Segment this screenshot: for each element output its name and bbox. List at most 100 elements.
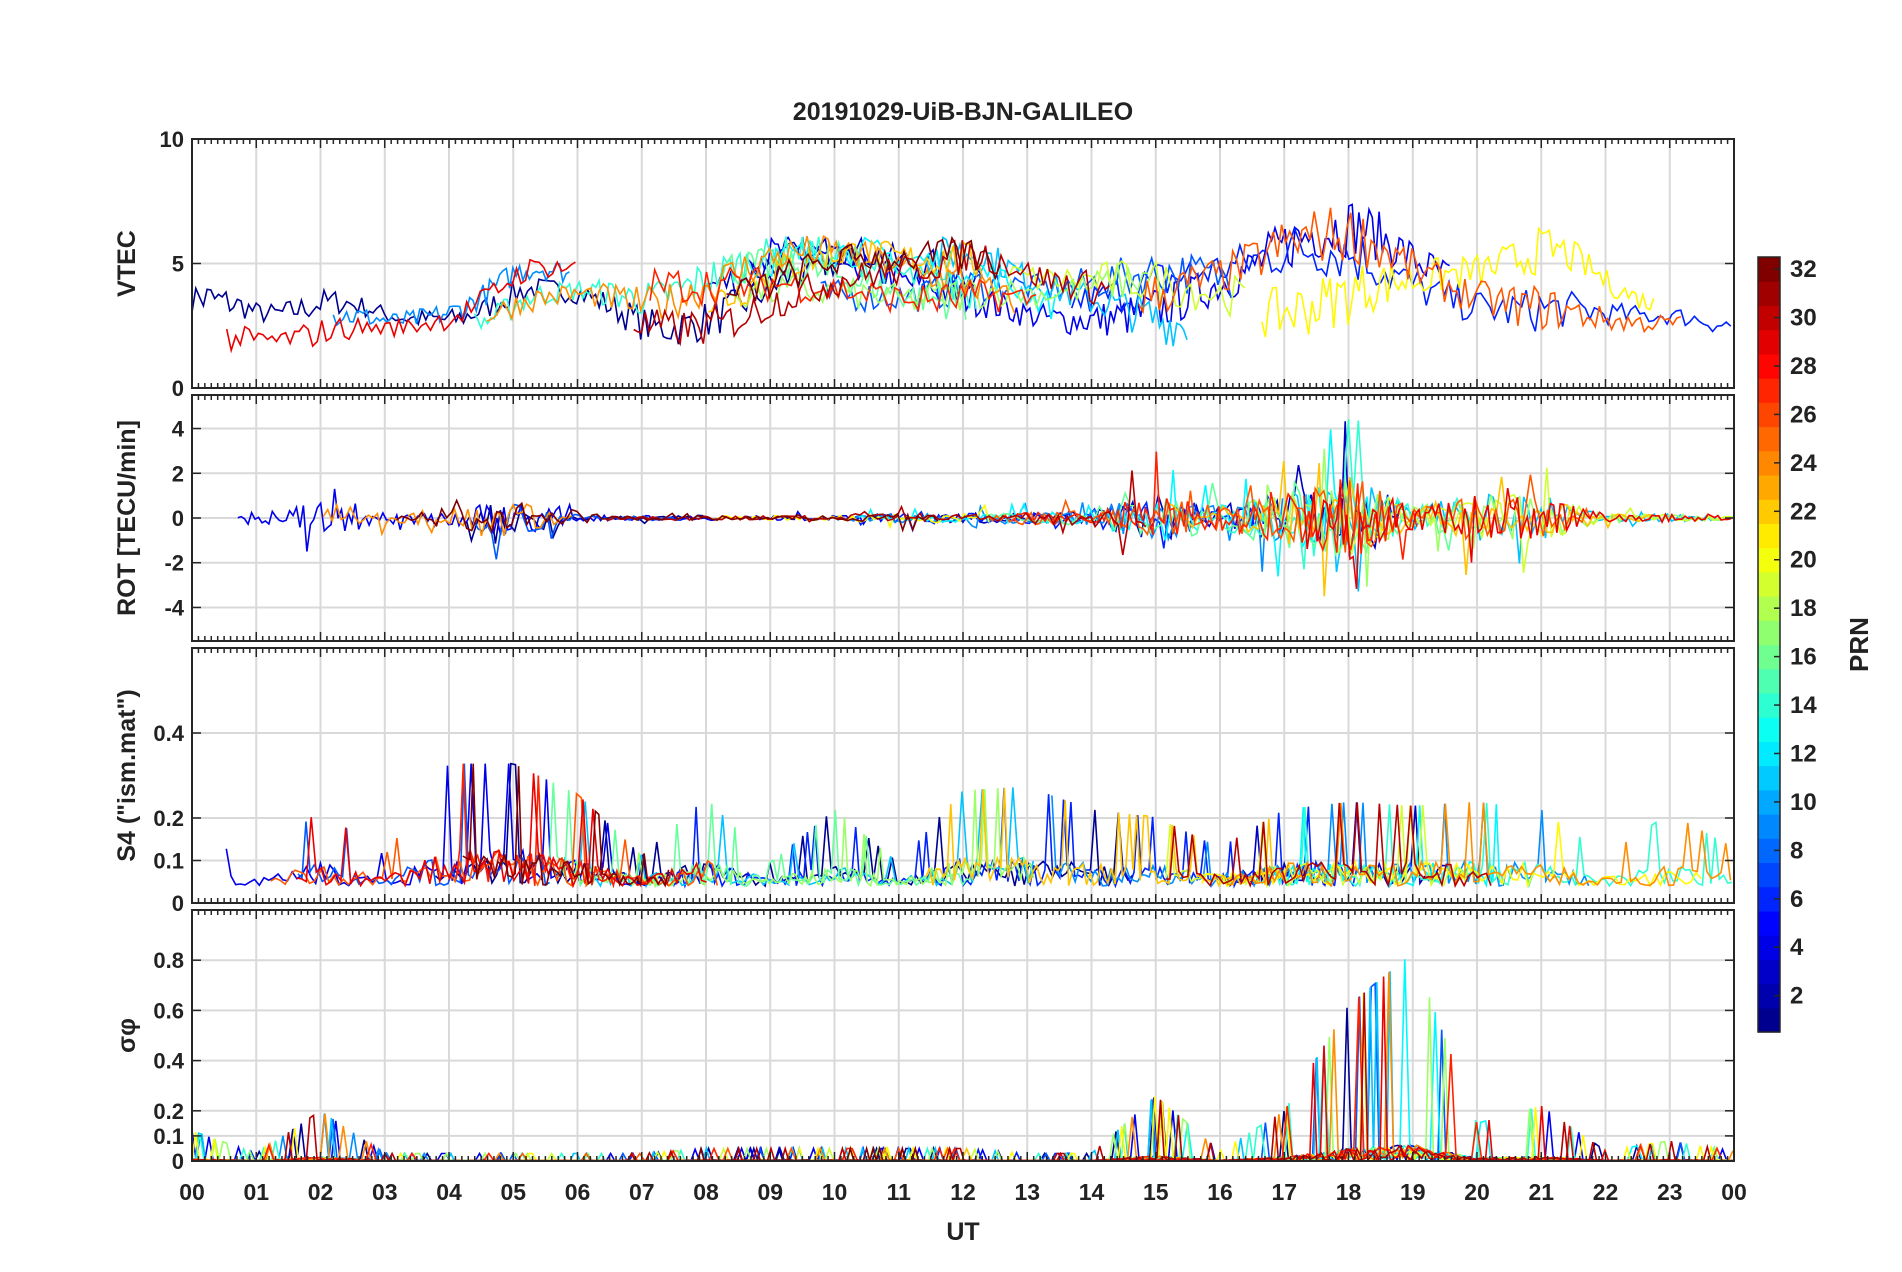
x-tick-label: 19 — [1400, 1179, 1426, 1205]
panel-s4: 0 0.1 0.2 0.4 S4 ("ism.mat") — [113, 647, 1735, 916]
y-tick-label: 0.4 — [153, 721, 184, 746]
y-axis-label: ROT [TECU/min] — [113, 420, 141, 616]
y-tick-label: -2 — [164, 551, 184, 576]
y-axis-label: VTEC — [113, 230, 141, 297]
prn-trace — [1261, 226, 1655, 338]
y-tick-label: 0.6 — [153, 998, 184, 1023]
prn-trace — [1070, 225, 1732, 333]
prn-trace — [396, 498, 939, 535]
colorbar-tick-label: 6 — [1790, 886, 1803, 913]
colorbar-tick-label: 24 — [1790, 450, 1817, 477]
y-axis-label: σφ — [113, 1018, 141, 1053]
colorbar-tick-label: 18 — [1790, 595, 1817, 622]
x-tick-label: 10 — [822, 1179, 848, 1205]
colorbar-segment — [1758, 620, 1780, 646]
y-tick-label: 0.2 — [153, 806, 184, 831]
colorbar-tick-label: 4 — [1790, 934, 1804, 961]
colorbar-segment — [1758, 426, 1780, 452]
x-axis-label: UT — [946, 1218, 979, 1246]
x-tick-label: 12 — [950, 1179, 976, 1205]
colorbar-tick-label: 26 — [1790, 401, 1817, 428]
colorbar-segment — [1758, 257, 1780, 282]
x-tick-label: 02 — [308, 1179, 334, 1205]
x-tick-label: 06 — [565, 1179, 591, 1205]
colorbar-segment — [1758, 717, 1780, 742]
x-tick-label: 07 — [629, 1179, 655, 1205]
x-tick-label: 14 — [1079, 1179, 1105, 1205]
colorbar-segment — [1758, 353, 1780, 379]
colorbar-tick-label: 10 — [1790, 789, 1817, 816]
y-tick-label: 0 — [172, 376, 184, 401]
y-tick-label: 0 — [172, 1149, 184, 1174]
prn-trace — [225, 258, 576, 354]
colorbar-tick-label: 2 — [1790, 983, 1803, 1010]
x-tick-label: 09 — [757, 1179, 783, 1205]
colorbar-tick-label: 28 — [1790, 353, 1817, 380]
y-tick-label: 0 — [172, 891, 184, 916]
colorbar-segment — [1758, 983, 1780, 1009]
y-tick-label: -4 — [164, 595, 184, 620]
x-tick-label: 01 — [243, 1179, 269, 1205]
x-tick-label: 22 — [1593, 1179, 1619, 1205]
colorbar-segment — [1758, 281, 1780, 307]
colorbar-segment — [1758, 789, 1780, 815]
colorbar-segment — [1758, 305, 1780, 331]
colorbar-segment — [1758, 571, 1780, 597]
x-tick-label: 00 — [179, 1179, 205, 1205]
x-tick-label: 11 — [887, 1179, 912, 1205]
x-tick-label: 04 — [436, 1179, 462, 1205]
panel-vtec: 0 5 10 VTEC — [113, 127, 1735, 401]
panel-rot: -4 -2 0 2 4 ROT [TECU/min] — [113, 394, 1735, 642]
colorbar-segment — [1758, 499, 1780, 525]
x-tick-label: 21 — [1528, 1179, 1554, 1205]
colorbar-segment — [1758, 644, 1780, 670]
x-tick-label: 18 — [1336, 1179, 1362, 1205]
y-tick-label: 4 — [172, 417, 185, 442]
traces — [225, 762, 1733, 889]
prn-trace — [633, 239, 1110, 347]
y-tick-label: 2 — [172, 461, 184, 486]
colorbar-segment — [1758, 668, 1780, 694]
prn-trace — [332, 262, 570, 327]
prn-trace — [455, 763, 654, 889]
y-tick-label: 10 — [160, 127, 184, 152]
x-axis: 00 01 02 03 04 05 06 07 08 09 10 11 12 13 14 15 16 17 18 19… — [179, 1179, 1747, 1205]
prn-trace — [1346, 467, 1733, 573]
y-tick-label: 5 — [172, 252, 184, 277]
colorbar-segment — [1758, 692, 1780, 718]
x-tick-label: 03 — [372, 1179, 398, 1205]
colorbar-tick-label: 12 — [1790, 740, 1817, 767]
y-axis-label: S4 ("ism.mat") — [113, 689, 141, 861]
x-tick-label: 17 — [1271, 1179, 1297, 1205]
colorbar-tick-label: 22 — [1790, 498, 1817, 525]
colorbar-tick-label: 16 — [1790, 644, 1817, 671]
colorbar-segment — [1758, 741, 1780, 767]
colorbar-segment — [1758, 402, 1780, 428]
colorbar-segment — [1758, 910, 1780, 936]
prn-trace — [473, 236, 977, 331]
panels-layer: 0 5 10 VTEC -4 -2 0 2 4 ROT [TECU/min] 0 0.1 0.2 0.4 S… — [113, 127, 1735, 1174]
prn-trace — [726, 235, 1001, 302]
colorbar-segment — [1758, 378, 1780, 403]
colorbar-segment — [1758, 596, 1780, 621]
colorbar-segment — [1758, 814, 1780, 839]
colorbar-segment — [1758, 935, 1780, 960]
prn-trace — [1138, 207, 1682, 334]
y-tick-label: 0.1 — [153, 849, 184, 874]
panel-sigma: 00.10.2 0.4 0.6 0.8 σφ — [113, 909, 1735, 1174]
colorbar-segment — [1758, 1007, 1780, 1033]
y-tick-label: 0.8 — [153, 948, 184, 973]
colorbar-segment — [1758, 959, 1780, 985]
colorbar-tick-label: 14 — [1790, 692, 1817, 719]
x-tick-label: 13 — [1014, 1179, 1040, 1205]
x-tick-label: 05 — [500, 1179, 526, 1205]
prn-trace — [462, 763, 670, 888]
prn-trace — [322, 502, 573, 537]
colorbar-segment — [1758, 862, 1780, 888]
traces — [237, 419, 1734, 597]
colorbar-segment — [1758, 886, 1780, 912]
prn-trace — [1165, 802, 1492, 889]
colorbar-label: PRN — [1844, 617, 1874, 672]
